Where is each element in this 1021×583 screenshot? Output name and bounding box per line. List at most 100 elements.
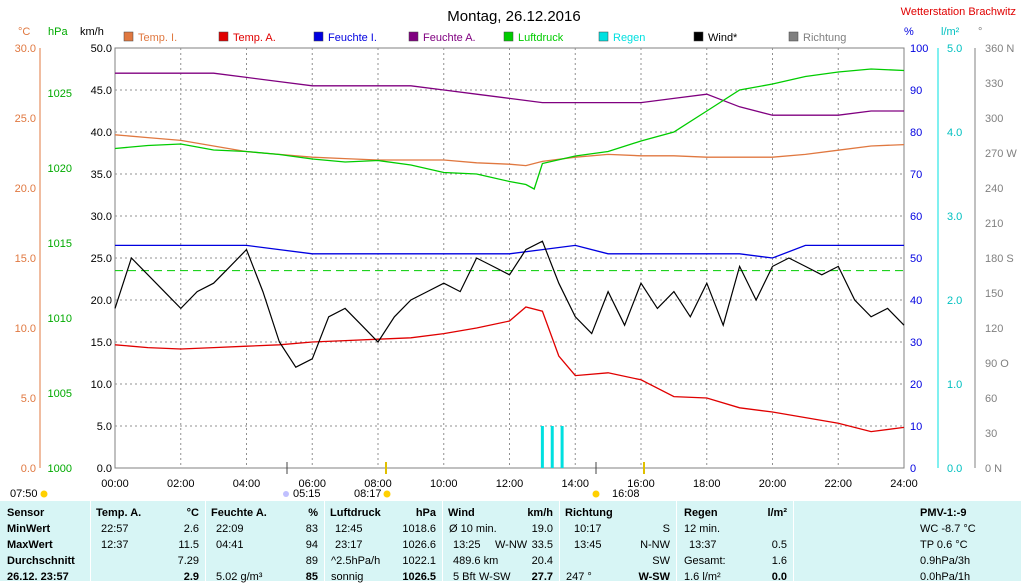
rain-max-value: 0.5 — [771, 539, 787, 551]
pressure-avg-value: 1022.1 — [402, 555, 436, 567]
wind-current-value: 27.7 — [531, 571, 553, 583]
humidity-header: Feuchte A. — [211, 507, 267, 519]
temp-max-time: 12:37 — [101, 539, 129, 551]
humidity-tick-label: 60 — [910, 211, 922, 223]
direction-tick-label: 330 — [985, 78, 1003, 90]
series-line-luftdruck — [114, 68, 905, 190]
legend-label: Regen — [613, 32, 645, 44]
wind-avg-value: 20.4 — [531, 555, 553, 567]
moonrise-icon — [283, 491, 289, 497]
wind-tick-label: 0.0 — [97, 463, 112, 475]
rain-tick-label: 2.0 — [947, 295, 962, 307]
temp-tick-label: 30.0 — [15, 43, 36, 55]
direction-tick-label: 60 — [985, 393, 997, 405]
x-tick-label: 12:00 — [496, 478, 524, 490]
stats-col-pmv: PMV-1:-9 WC -8.7 °C TP 0.6 °C 0.9hPa/3h … — [794, 501, 1021, 583]
label-current: 26.12. 23:57 — [7, 571, 69, 583]
temp-avg-value: 7.29 — [177, 555, 199, 567]
pressure-tick-label: 1025 — [48, 88, 72, 100]
legend-swatch — [313, 31, 324, 42]
stats-col-direction: Richtung 10:17 S 13:45 N-NW SW 247 ° W-S… — [560, 501, 676, 583]
sunset-icon — [592, 490, 600, 498]
weather-chart: Montag, 26.12.2016 Wetterstation Brachwi… — [10, 6, 1017, 500]
rain-current-value: 0.0 — [771, 571, 787, 583]
legend-swatch — [788, 31, 799, 42]
wind-bft: 5 Bft — [453, 571, 476, 583]
temp-tick-label: 20.0 — [15, 183, 36, 195]
unit-celsius: °C — [18, 26, 30, 38]
pressure-min-value: 1018.6 — [402, 523, 436, 535]
pmv-dewpoint: TP 0.6 °C — [920, 539, 968, 551]
humidity-tick-label: 40 — [910, 295, 922, 307]
direction-header: Richtung — [565, 507, 613, 519]
x-tick-label: 00:00 — [101, 478, 129, 490]
rain-period: 12 min. — [684, 523, 721, 535]
x-tick-label: 18:00 — [693, 478, 721, 490]
pmv-windchill: WC -8.7 °C — [920, 523, 976, 535]
wind-max-time: 13:25 — [453, 539, 481, 551]
wind-tick-label: 50.0 — [91, 43, 112, 55]
legend-swatch — [123, 31, 134, 42]
humidity-tick-label: 90 — [910, 85, 922, 97]
temp-tick-label: 25.0 — [15, 113, 36, 125]
direction-max-value: N-NW — [640, 539, 670, 551]
series-layer — [114, 68, 905, 468]
series-line-wind — [114, 240, 905, 368]
rain-tick-label: 1.0 — [947, 379, 962, 391]
series-line-feuchte-a — [115, 72, 904, 116]
temp-unit: °C — [186, 507, 199, 519]
humidity-min-value: 83 — [305, 523, 318, 535]
x-tick-label: 20:00 — [759, 478, 787, 490]
direction-tick-label: 270 W — [985, 148, 1017, 160]
stats-panel: Sensor MinWert MaxWert Durchschnitt 26.1… — [0, 501, 1021, 583]
temp-current-value: 2.9 — [183, 571, 199, 583]
label-min: MinWert — [7, 523, 51, 535]
rain-total-value: 1.6 — [771, 555, 787, 567]
direction-tick-label: 210 — [985, 218, 1003, 230]
wind-current-dir: W-SW — [479, 571, 511, 583]
direction-tick-label: 300 — [985, 113, 1003, 125]
humidity-abs: 5.02 g/m³ — [216, 571, 263, 583]
event-label: 08:17 — [354, 488, 382, 500]
unit-rain: l/m² — [941, 26, 960, 38]
pressure-tick-label: 1010 — [48, 313, 72, 325]
rain-tick-label: 3.0 — [947, 211, 962, 223]
legend-label: Luftdruck — [518, 32, 564, 44]
label-avg: Durchschnitt — [7, 555, 75, 567]
unit-kmh: km/h — [80, 26, 104, 38]
humidity-tick-label: 70 — [910, 169, 922, 181]
pressure-current-value: 1026.5 — [402, 571, 436, 583]
unit-hpa: hPa — [48, 26, 68, 38]
rain-tick-label: 4.0 — [947, 127, 962, 139]
humidity-max-value: 94 — [305, 539, 318, 551]
x-tick-label: 04:00 — [233, 478, 261, 490]
temp-max-value: 11.5 — [178, 539, 199, 551]
stats-col-wind: Wind km/h Ø 10 min. 19.0 13:25 W-NW 33.5… — [443, 501, 559, 583]
rain-header: Regen — [684, 507, 718, 519]
direction-current-value: W-SW — [638, 571, 670, 583]
event-label: 05:15 — [293, 488, 321, 500]
rain-total-label: Gesamt: — [684, 555, 726, 567]
pressure-max-value: 1026.6 — [402, 539, 436, 551]
humidity-tick-label: 80 — [910, 127, 922, 139]
wind-max-dir: W-NW — [495, 539, 528, 551]
grid — [114, 47, 905, 469]
direction-tick-label: 0 N — [985, 463, 1002, 475]
pmv-trend-1h: 0.0hPa/1h — [920, 571, 971, 583]
humidity-tick-label: 50 — [910, 253, 922, 265]
direction-max-time: 13:45 — [574, 539, 602, 551]
event-label: 16:08 — [612, 488, 640, 500]
wind-tick-label: 30.0 — [91, 211, 112, 223]
direction-tick-label: 360 N — [985, 43, 1014, 55]
x-tick-label: 02:00 — [167, 478, 195, 490]
legend-swatch — [598, 31, 609, 42]
stats-col-pressure: Luftdruck hPa 12:45 1018.6 23:17 1026.6 … — [325, 501, 442, 583]
legend-swatch — [408, 31, 419, 42]
direction-tick-label: 120 — [985, 323, 1003, 335]
label-max: MaxWert — [7, 539, 53, 551]
pressure-tick-label: 1005 — [48, 388, 72, 400]
legend-label: Temp. I. — [138, 32, 177, 44]
legend-label: Wind* — [708, 32, 738, 44]
temp-min-value: 2.6 — [183, 523, 199, 535]
direction-tick-label: 150 — [985, 288, 1003, 300]
